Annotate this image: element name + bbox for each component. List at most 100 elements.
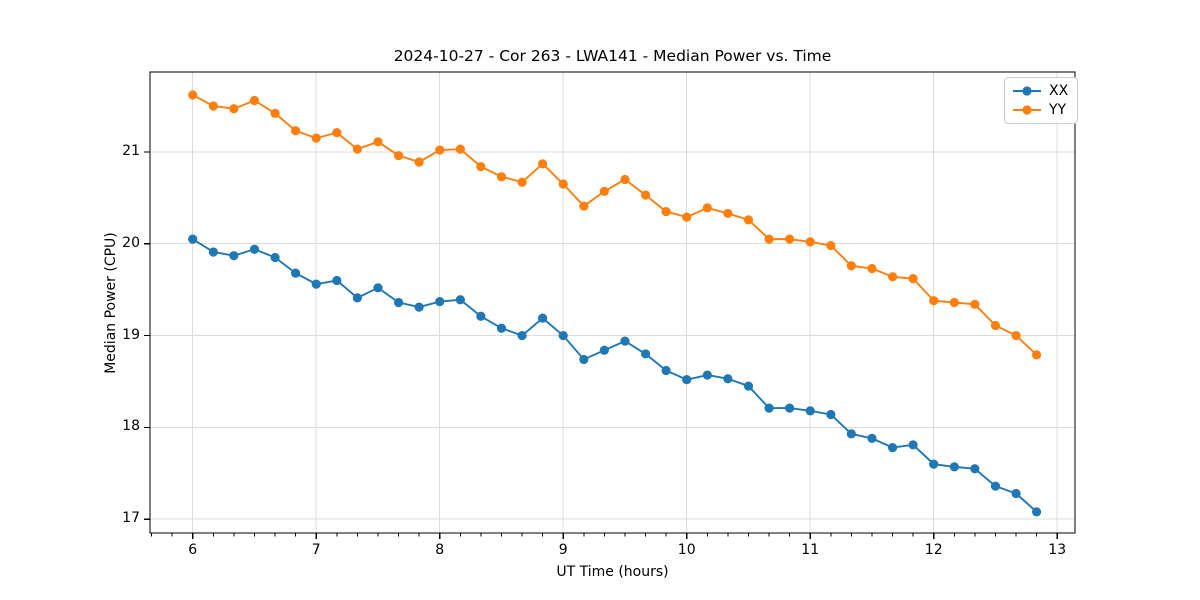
data-point-xx bbox=[826, 409, 836, 420]
data-point-xx bbox=[784, 403, 795, 413]
data-point-xx bbox=[332, 275, 342, 286]
data-point-yy bbox=[784, 234, 795, 244]
data-point-xx bbox=[620, 336, 630, 346]
data-point-yy bbox=[188, 90, 198, 100]
y-tick-label: 17 bbox=[122, 510, 140, 527]
data-point-xx bbox=[414, 302, 424, 312]
data-point-xx bbox=[743, 381, 754, 391]
chart-title: 2024-10-27 - Cor 263 - LWA141 - Median P… bbox=[393, 47, 832, 65]
data-point-yy bbox=[394, 150, 404, 161]
x-tick-label: 7 bbox=[311, 542, 321, 558]
data-point-yy bbox=[929, 296, 939, 306]
x-tick-label: 11 bbox=[801, 542, 820, 558]
data-point-xx bbox=[682, 375, 692, 385]
data-point-xx bbox=[764, 403, 774, 413]
legend-swatch-xx bbox=[1013, 86, 1041, 96]
data-point-yy bbox=[455, 144, 465, 154]
data-point-xx bbox=[291, 268, 301, 278]
data-point-yy bbox=[702, 203, 712, 213]
data-point-yy bbox=[949, 297, 959, 308]
plot-border bbox=[149, 71, 1076, 534]
x-tick-label: 6 bbox=[188, 542, 198, 558]
legend-label: YY bbox=[1049, 102, 1067, 118]
data-point-xx bbox=[558, 330, 568, 341]
data-point-xx bbox=[208, 247, 218, 257]
data-point-yy bbox=[990, 320, 1001, 331]
data-point-xx bbox=[311, 279, 321, 289]
data-point-yy bbox=[805, 237, 815, 247]
data-point-yy bbox=[846, 261, 856, 271]
data-point-xx bbox=[908, 440, 918, 450]
data-point-yy bbox=[249, 95, 260, 106]
data-point-xx bbox=[538, 313, 548, 323]
x-tick-label: 13 bbox=[1048, 542, 1067, 558]
data-point-xx bbox=[990, 481, 1001, 491]
data-point-xx bbox=[867, 433, 877, 444]
data-point-yy bbox=[311, 133, 321, 143]
data-point-yy bbox=[1031, 350, 1042, 360]
data-point-xx bbox=[270, 252, 280, 263]
y-tick-label: 20 bbox=[122, 234, 140, 251]
data-point-yy bbox=[229, 104, 239, 114]
data-point-yy bbox=[270, 108, 280, 118]
x-tick-label: 9 bbox=[558, 542, 568, 558]
data-point-yy bbox=[743, 215, 754, 225]
legend-item-yy: YY bbox=[1012, 102, 1068, 118]
data-point-xx bbox=[599, 345, 609, 355]
data-point-yy bbox=[435, 145, 445, 155]
data-point-xx bbox=[1011, 488, 1021, 499]
y-tick-label: 19 bbox=[122, 326, 140, 343]
data-point-yy bbox=[620, 174, 630, 185]
y-tick-label: 18 bbox=[122, 418, 140, 435]
data-point-xx bbox=[517, 330, 527, 341]
data-point-yy bbox=[538, 159, 548, 169]
data-point-yy bbox=[764, 234, 774, 244]
data-point-yy bbox=[291, 126, 301, 136]
data-point-xx bbox=[249, 244, 260, 254]
data-point-yy bbox=[887, 272, 898, 282]
legend-swatch-yy bbox=[1013, 105, 1041, 115]
data-point-yy bbox=[558, 179, 568, 189]
data-point-xx bbox=[929, 459, 939, 469]
data-point-xx bbox=[373, 283, 383, 293]
x-tick-label: 8 bbox=[435, 542, 445, 558]
data-point-yy bbox=[476, 161, 486, 172]
data-point-yy bbox=[867, 263, 877, 274]
data-point-xx bbox=[949, 462, 959, 472]
data-point-xx bbox=[661, 365, 671, 376]
data-point-yy bbox=[908, 274, 918, 284]
data-point-xx bbox=[394, 297, 404, 308]
data-point-yy bbox=[332, 128, 342, 138]
x-tick-label: 10 bbox=[677, 542, 696, 558]
x-tick-label: 12 bbox=[924, 542, 943, 558]
data-point-xx bbox=[496, 323, 507, 333]
legend: XX YY bbox=[1004, 77, 1079, 124]
legend-label: XX bbox=[1049, 83, 1069, 99]
series-line-yy bbox=[191, 94, 1038, 356]
data-point-yy bbox=[496, 172, 507, 182]
data-point-yy bbox=[1011, 330, 1021, 341]
legend-item-xx: XX bbox=[1012, 83, 1068, 99]
data-point-xx bbox=[640, 349, 651, 359]
data-point-yy bbox=[661, 206, 671, 217]
data-point-yy bbox=[352, 144, 362, 154]
data-point-yy bbox=[208, 101, 218, 111]
data-point-xx bbox=[455, 295, 465, 305]
data-point-xx bbox=[188, 234, 198, 244]
y-axis-label: Median Power (CPU) bbox=[103, 232, 119, 374]
data-point-xx bbox=[723, 374, 733, 384]
data-point-xx bbox=[229, 251, 239, 261]
data-point-yy bbox=[640, 190, 651, 200]
data-point-xx bbox=[970, 464, 980, 474]
data-point-xx bbox=[476, 311, 486, 321]
data-point-xx bbox=[352, 293, 362, 303]
data-point-xx bbox=[1031, 507, 1042, 517]
data-point-xx bbox=[435, 296, 445, 307]
data-point-xx bbox=[846, 429, 856, 439]
data-point-yy bbox=[970, 299, 980, 309]
data-point-yy bbox=[579, 201, 589, 211]
data-point-yy bbox=[414, 157, 424, 167]
data-point-yy bbox=[599, 186, 609, 196]
